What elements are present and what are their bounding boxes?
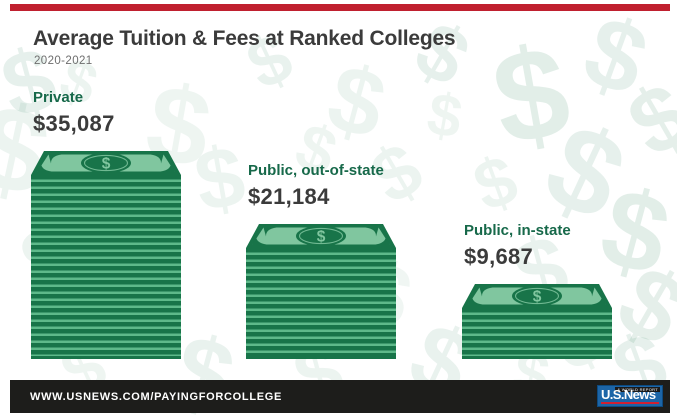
category-value: $9,687 <box>464 244 534 269</box>
money-stack-top-bill: $ <box>462 284 612 308</box>
dollar-pattern-glyph: $ <box>188 127 252 231</box>
bill-stack-stripes <box>31 175 181 359</box>
usnews-logo[interactable]: & WORLD REPORT U.S.News <box>597 385 663 407</box>
money-stack-public-in-state: $ <box>462 284 612 359</box>
dollar-emblem-icon: $ <box>102 155 111 172</box>
bill-stack-stripes <box>462 308 612 359</box>
category-label: Private <box>33 89 84 106</box>
dollar-emblem-icon: $ <box>317 228 326 245</box>
money-stack-top-bill: $ <box>246 224 396 248</box>
category-label: Public, in-state <box>464 222 571 239</box>
page-subtitle: 2020-2021 <box>34 55 93 67</box>
category-label: Public, out-of-state <box>248 162 384 179</box>
usnews-logo-tagline: & WORLD REPORT <box>615 387 660 392</box>
page-title: Average Tuition & Fees at Ranked College… <box>33 27 456 50</box>
bill-stack-stripes <box>246 248 396 359</box>
group-text-public-out-of-state: Public, out-of-state $21,184 <box>248 162 478 210</box>
money-stack-top-bill: $ <box>31 151 181 175</box>
money-stack-public-out-of-state: $ <box>246 224 396 359</box>
dollar-emblem-icon: $ <box>533 288 542 305</box>
group-text-private: Private $35,087 <box>33 89 263 137</box>
category-value: $21,184 <box>248 184 330 209</box>
top-accent-bar <box>10 4 670 11</box>
usnews-logo-underline <box>601 402 659 404</box>
footer-bar: WWW.USNEWS.COM/PAYINGFORCOLLEGE & WORLD … <box>10 380 670 413</box>
category-value: $35,087 <box>33 111 115 136</box>
group-text-public-in-state: Public, in-state $9,687 <box>464 222 677 270</box>
money-stack-private: $ <box>31 151 181 359</box>
usnews-logo-text: U.S.News <box>601 387 656 402</box>
footer-url[interactable]: WWW.USNEWS.COM/PAYINGFORCOLLEGE <box>30 390 283 403</box>
